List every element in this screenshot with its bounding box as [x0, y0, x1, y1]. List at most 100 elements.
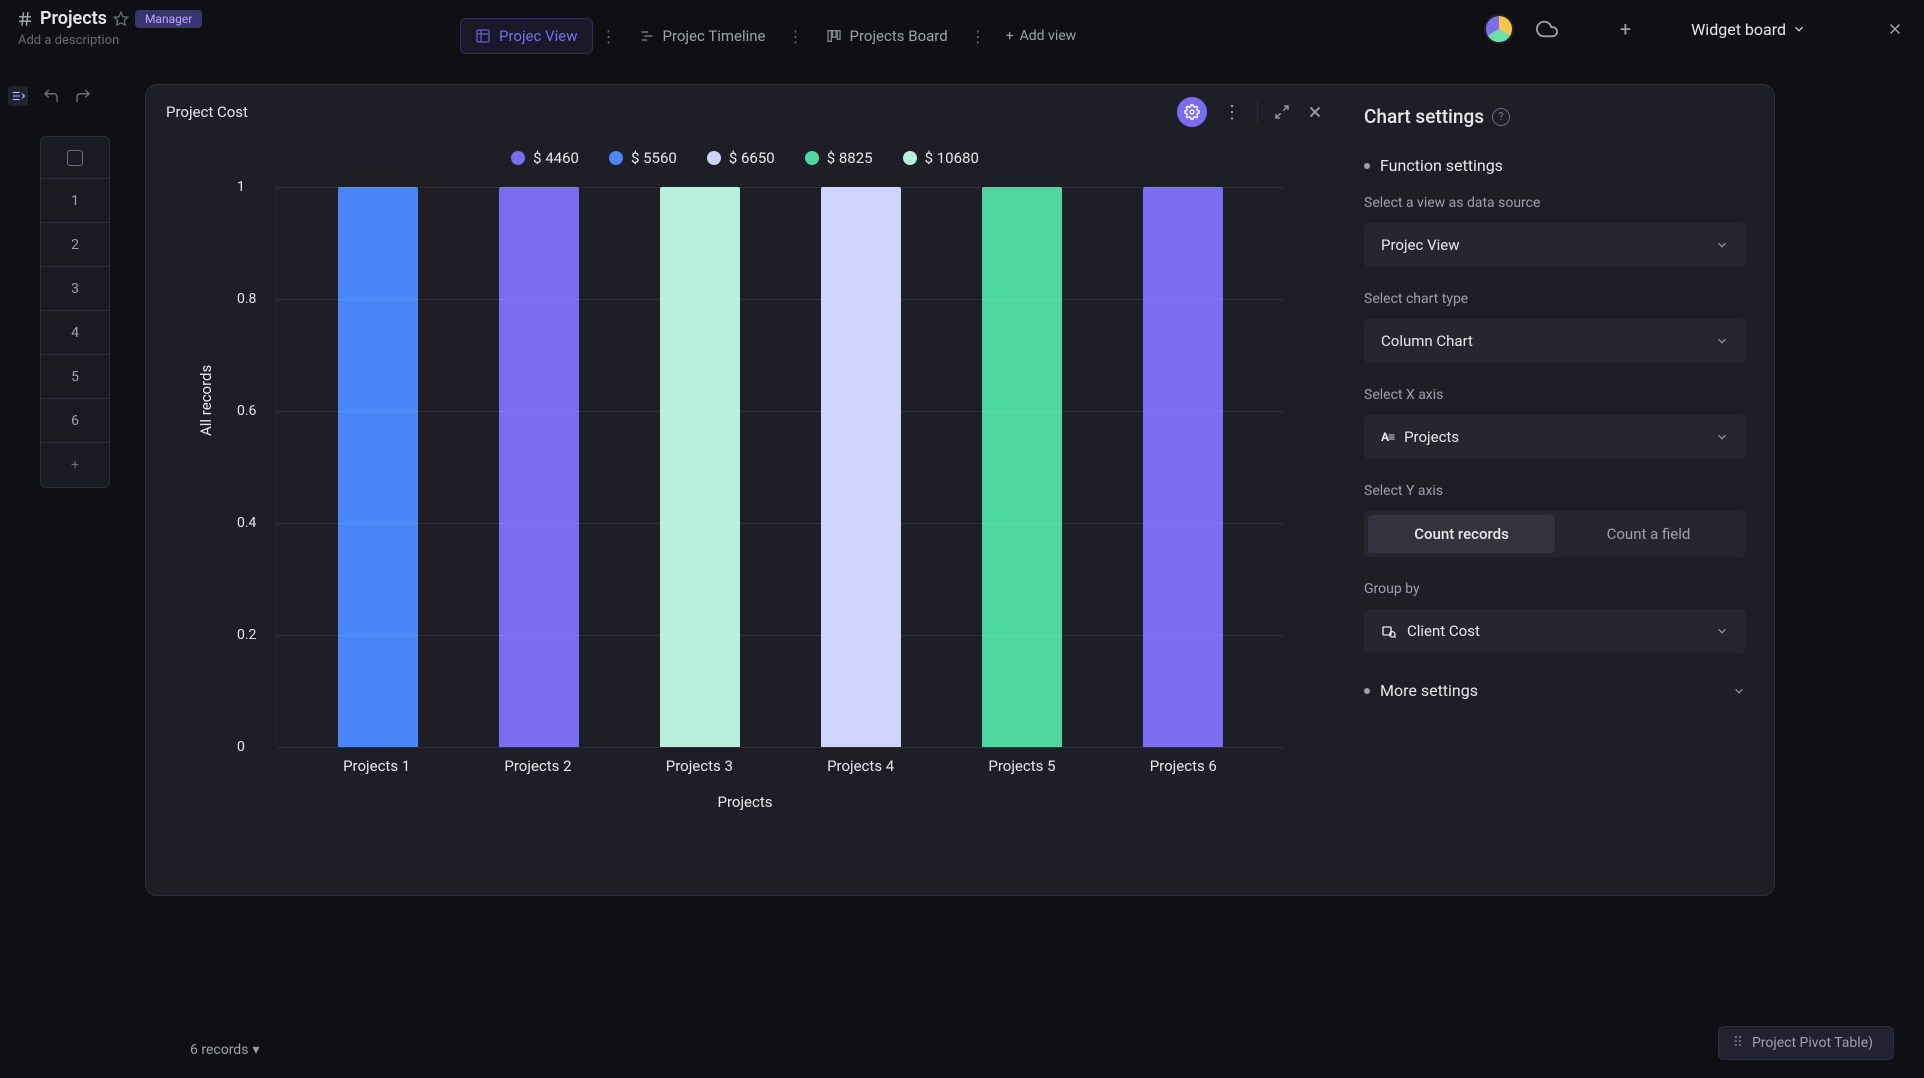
chart-area: $ 4460$ 5560$ 6650$ 8825$ 10680 All reco… — [146, 139, 1344, 895]
tab-projects-board[interactable]: Projects Board — [812, 19, 962, 53]
legend-dot-icon — [511, 151, 525, 165]
chart-bar[interactable] — [1143, 187, 1223, 747]
function-settings-section[interactable]: Function settings — [1364, 156, 1746, 175]
data-source-select[interactable]: Projec View — [1364, 223, 1746, 267]
checkbox-icon[interactable] — [67, 150, 83, 166]
group-by-select[interactable]: Client Cost — [1364, 609, 1746, 653]
legend-label: $ 10680 — [925, 149, 979, 167]
field-label: Group by — [1364, 581, 1746, 597]
chevron-down-icon — [1715, 238, 1729, 252]
expand-icon[interactable] — [1274, 104, 1290, 120]
gridline — [277, 187, 1284, 188]
y-tick-label: 0 — [237, 739, 245, 755]
pivot-label: Project Pivot Table) — [1752, 1035, 1873, 1051]
chart-modal: Project Cost ⋮ $ 4460$ 5560$ 6650$ 8825$… — [145, 84, 1775, 896]
row-number[interactable]: 6 — [41, 399, 109, 443]
chart-type-select[interactable]: Column Chart — [1364, 319, 1746, 363]
more-settings-section[interactable]: More settings — [1364, 677, 1746, 700]
tab-projec-view[interactable]: Projec View — [460, 18, 593, 54]
chart-bar[interactable] — [982, 187, 1062, 747]
x-tick-label: Projects 2 — [498, 757, 578, 775]
y-axis-field: Select Y axis Count records Count a fiel… — [1364, 483, 1746, 557]
undo-icon[interactable] — [42, 87, 60, 105]
chart-settings-panel: Chart settings ? Function settings Selec… — [1344, 85, 1774, 895]
collapse-sidebar-icon[interactable] — [8, 86, 28, 106]
add-row-button[interactable]: + — [41, 443, 109, 487]
widget-board-dropdown[interactable]: Widget board — [1691, 20, 1806, 39]
y-axis-toggle: Count records Count a field — [1364, 511, 1746, 557]
row-number[interactable]: 3 — [41, 267, 109, 311]
legend-item[interactable]: $ 10680 — [903, 149, 979, 167]
x-tick-label: Projects 4 — [821, 757, 901, 775]
gridline — [277, 299, 1284, 300]
chevron-down-icon — [1732, 684, 1746, 698]
record-count-label: 6 records — [190, 1042, 248, 1058]
y-tick-label: 0.4 — [237, 515, 256, 531]
select-value: Projec View — [1381, 236, 1460, 254]
legend-item[interactable]: $ 5560 — [609, 149, 677, 167]
gridline — [277, 747, 1284, 748]
text-field-icon: A≡ — [1381, 430, 1394, 444]
group-by-field: Group by Client Cost — [1364, 581, 1746, 653]
record-count[interactable]: 6 records ▾ — [190, 1042, 259, 1058]
tab-projec-timeline[interactable]: Projec Timeline — [625, 19, 780, 53]
legend-item[interactable]: $ 6650 — [707, 149, 775, 167]
description-placeholder[interactable]: Add a description — [16, 33, 202, 48]
chart-bar[interactable] — [499, 187, 579, 747]
select-value: Column Chart — [1381, 332, 1473, 350]
legend-item[interactable]: $ 8825 — [805, 149, 873, 167]
chart-bar[interactable] — [821, 187, 901, 747]
caret-down-icon: ▾ — [252, 1042, 259, 1058]
close-icon[interactable] — [1306, 103, 1324, 121]
hash-icon — [16, 10, 34, 28]
tab-menu-icon[interactable]: ⋮ — [780, 27, 812, 46]
view-tabs: Projec View ⋮ Projec Timeline ⋮ Projects… — [460, 18, 1088, 54]
chart-bar[interactable] — [660, 187, 740, 747]
pivot-widget-chip[interactable]: ⠿ Project Pivot Table) — [1718, 1026, 1894, 1060]
legend-dot-icon — [609, 151, 623, 165]
row-number[interactable]: 2 — [41, 223, 109, 267]
tab-menu-icon[interactable]: ⋮ — [593, 27, 625, 46]
x-tick-label: Projects 1 — [337, 757, 417, 775]
redo-icon[interactable] — [74, 87, 92, 105]
legend-label: $ 6650 — [729, 149, 775, 167]
grid-icon — [475, 28, 491, 44]
chart-type-field: Select chart type Column Chart — [1364, 291, 1746, 363]
x-axis-select[interactable]: A≡ Projects — [1364, 415, 1746, 459]
x-axis-title: Projects — [186, 793, 1304, 811]
drag-handle-icon: ⠿ — [1733, 1035, 1744, 1051]
help-icon[interactable]: ? — [1492, 108, 1510, 126]
lookup-field-icon — [1381, 623, 1397, 639]
tab-menu-icon[interactable]: ⋮ — [962, 27, 994, 46]
legend-dot-icon — [903, 151, 917, 165]
star-icon[interactable] — [113, 11, 129, 27]
tab-label: Projec Timeline — [663, 27, 766, 45]
plus-icon[interactable]: + — [1580, 17, 1671, 41]
add-view-button[interactable]: + Add view — [994, 20, 1088, 52]
row-number[interactable]: 5 — [41, 355, 109, 399]
y-tick-label: 0.6 — [237, 403, 256, 419]
row-gutter: 123456 + — [40, 136, 110, 488]
cloud-icon[interactable] — [1534, 18, 1560, 40]
field-label: Select Y axis — [1364, 483, 1746, 499]
gutter-header[interactable] — [41, 137, 109, 179]
title-area: Projects Manager Add a description — [16, 8, 202, 48]
close-icon[interactable] — [1826, 20, 1904, 38]
settings-gear-icon[interactable] — [1177, 97, 1207, 127]
timeline-icon — [639, 28, 655, 44]
gridline — [277, 523, 1284, 524]
legend-item[interactable]: $ 4460 — [511, 149, 579, 167]
more-icon[interactable]: ⋮ — [1223, 102, 1241, 123]
row-number[interactable]: 4 — [41, 311, 109, 355]
bullet-icon — [1364, 163, 1370, 169]
bars-container — [297, 187, 1264, 747]
chart-bar[interactable] — [338, 187, 418, 747]
row-number[interactable]: 1 — [41, 179, 109, 223]
count-field-button[interactable]: Count a field — [1555, 515, 1742, 553]
modal-title: Project Cost — [166, 103, 248, 121]
legend-dot-icon — [805, 151, 819, 165]
count-records-button[interactable]: Count records — [1368, 515, 1555, 553]
chart-legend: $ 4460 $ 5560 $ 6650 $ 8825 $ 10680 — [186, 149, 1304, 167]
brand-logo-icon[interactable] — [1484, 14, 1514, 44]
plus-icon: + — [1006, 28, 1014, 44]
